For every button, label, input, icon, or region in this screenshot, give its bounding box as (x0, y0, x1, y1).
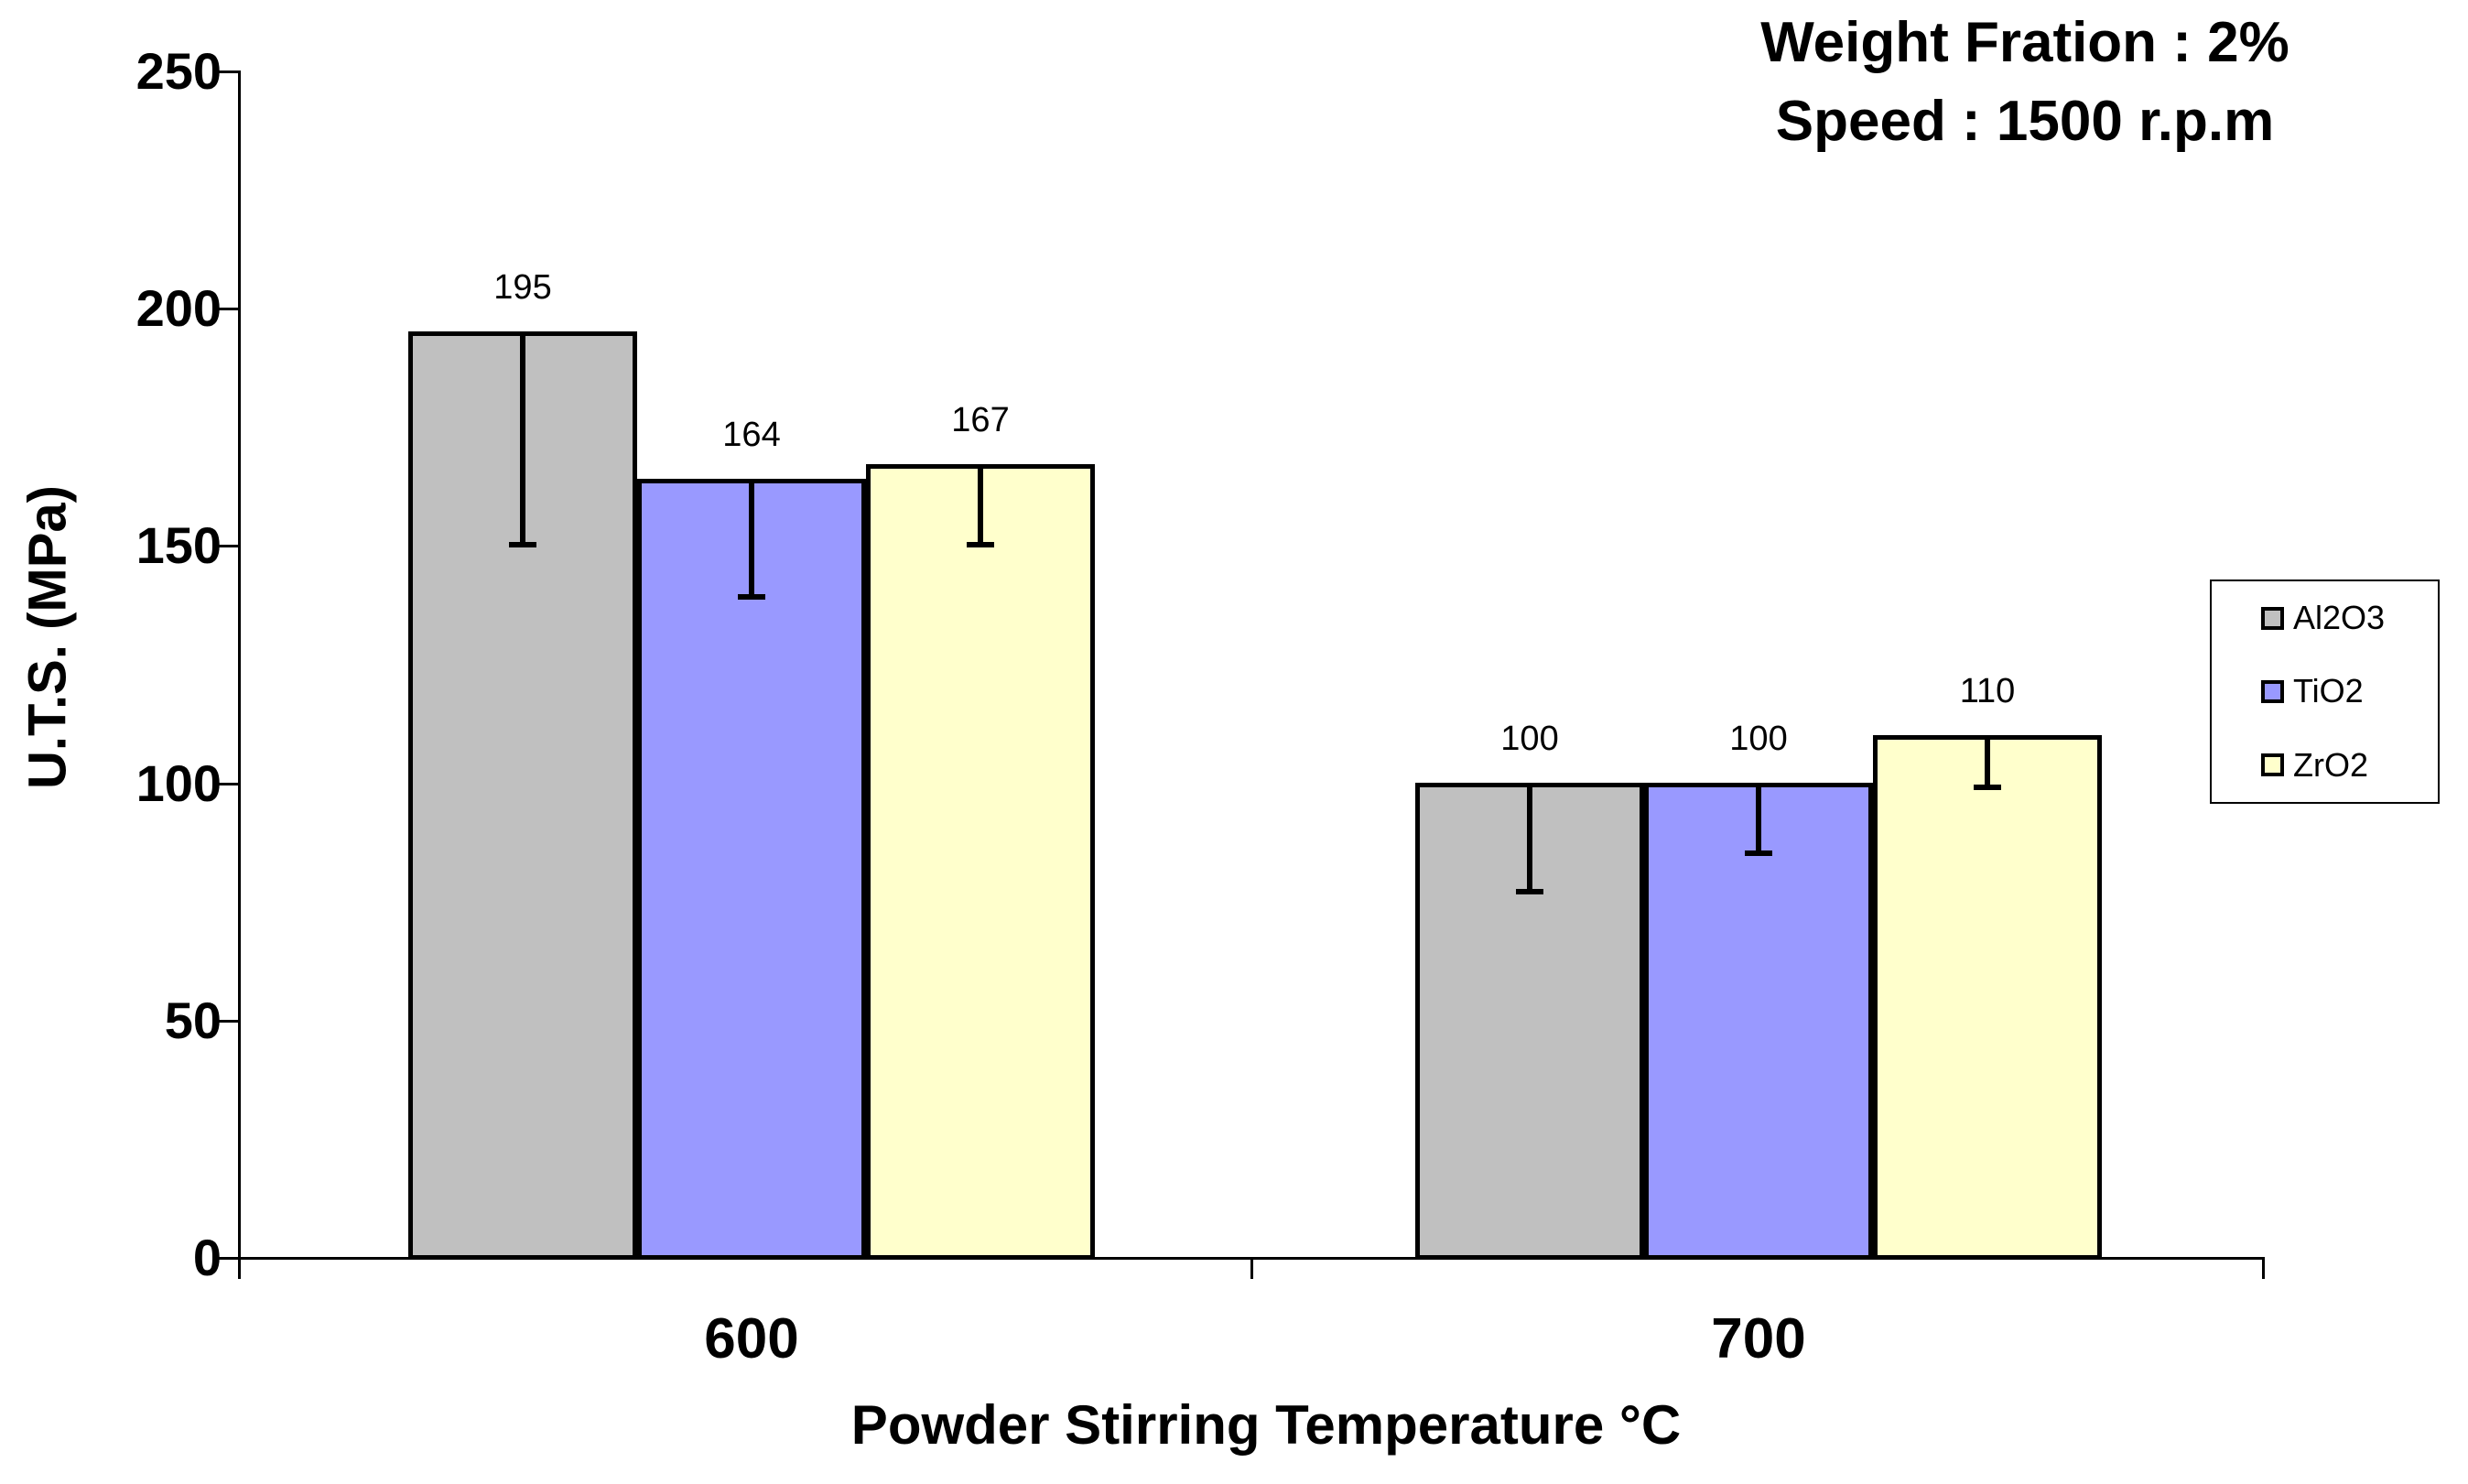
error-bar-zro2-600 (978, 464, 983, 546)
legend-swatch-al2o3 (2261, 606, 2284, 630)
x-tick (1250, 1257, 1253, 1279)
data-label-al2o3-700: 100 (1500, 719, 1559, 758)
error-bar-tio2-700 (1756, 782, 1761, 854)
error-bar-cap-zro2-600 (967, 542, 994, 548)
y-tick-label: 150 (135, 516, 222, 575)
error-bar-tio2-600 (749, 478, 754, 598)
x-tick-label-700: 700 (1711, 1307, 1806, 1370)
bar-tio2-600 (637, 478, 866, 1260)
legend-item-zro2: ZrO2 (2212, 746, 2438, 785)
bar-zro2-600 (866, 464, 1095, 1260)
error-bar-cap-tio2-600 (738, 594, 765, 601)
error-bar-cap-zro2-700 (1974, 784, 2001, 790)
y-tick-label: 50 (164, 991, 222, 1049)
y-tick-label: 100 (135, 753, 222, 812)
legend-item-tio2: TiO2 (2212, 672, 2438, 710)
annotation-line-weight-fraction: Weight Fration : 2% (1760, 11, 2289, 74)
annotation-line-speed: Speed : 1500 r.p.m (1775, 90, 2275, 153)
y-tick (218, 782, 238, 785)
legend-label-al2o3: Al2O3 (2293, 599, 2386, 637)
y-tick (218, 308, 238, 311)
data-label-tio2-600: 164 (722, 415, 781, 454)
data-label-zro2-700: 110 (1959, 671, 2016, 710)
legend-item-al2o3: Al2O3 (2212, 599, 2438, 637)
error-bar-zro2-700 (1985, 734, 1990, 787)
data-label-zro2-600: 167 (951, 401, 1010, 440)
error-bar-al2o3-700 (1527, 782, 1532, 892)
x-tick (2262, 1257, 2265, 1279)
error-bar-al2o3-600 (520, 331, 525, 546)
error-bar-cap-al2o3-700 (1516, 888, 1543, 894)
y-tick (218, 545, 238, 548)
chart-annotation: Weight Fration : 2% Speed : 1500 r.p.m (1613, 4, 2437, 161)
x-tick-label-600: 600 (704, 1307, 799, 1370)
error-bar-cap-tio2-700 (1745, 850, 1772, 857)
data-label-tio2-700: 100 (1729, 719, 1788, 758)
y-axis-line (238, 70, 241, 1279)
y-tick-label: 200 (135, 279, 222, 338)
y-tick-label: 250 (135, 42, 222, 100)
x-axis-title: Powder Stirring Temperature °C (850, 1394, 1682, 1456)
y-tick-label: 0 (192, 1229, 222, 1286)
legend: Al2O3 TiO2 ZrO2 (2210, 580, 2440, 804)
bar-tio2-700 (1644, 782, 1873, 1260)
y-tick (218, 1257, 238, 1260)
y-tick (218, 1019, 238, 1023)
legend-label-tio2: TiO2 (2293, 672, 2364, 710)
legend-swatch-zro2 (2261, 753, 2284, 777)
legend-swatch-tio2 (2261, 679, 2284, 703)
data-label-al2o3-600: 195 (493, 268, 552, 308)
y-tick (218, 70, 238, 73)
error-bar-cap-al2o3-600 (509, 542, 536, 548)
legend-label-zro2: ZrO2 (2293, 745, 2369, 784)
bar-zro2-700 (1873, 734, 2102, 1260)
